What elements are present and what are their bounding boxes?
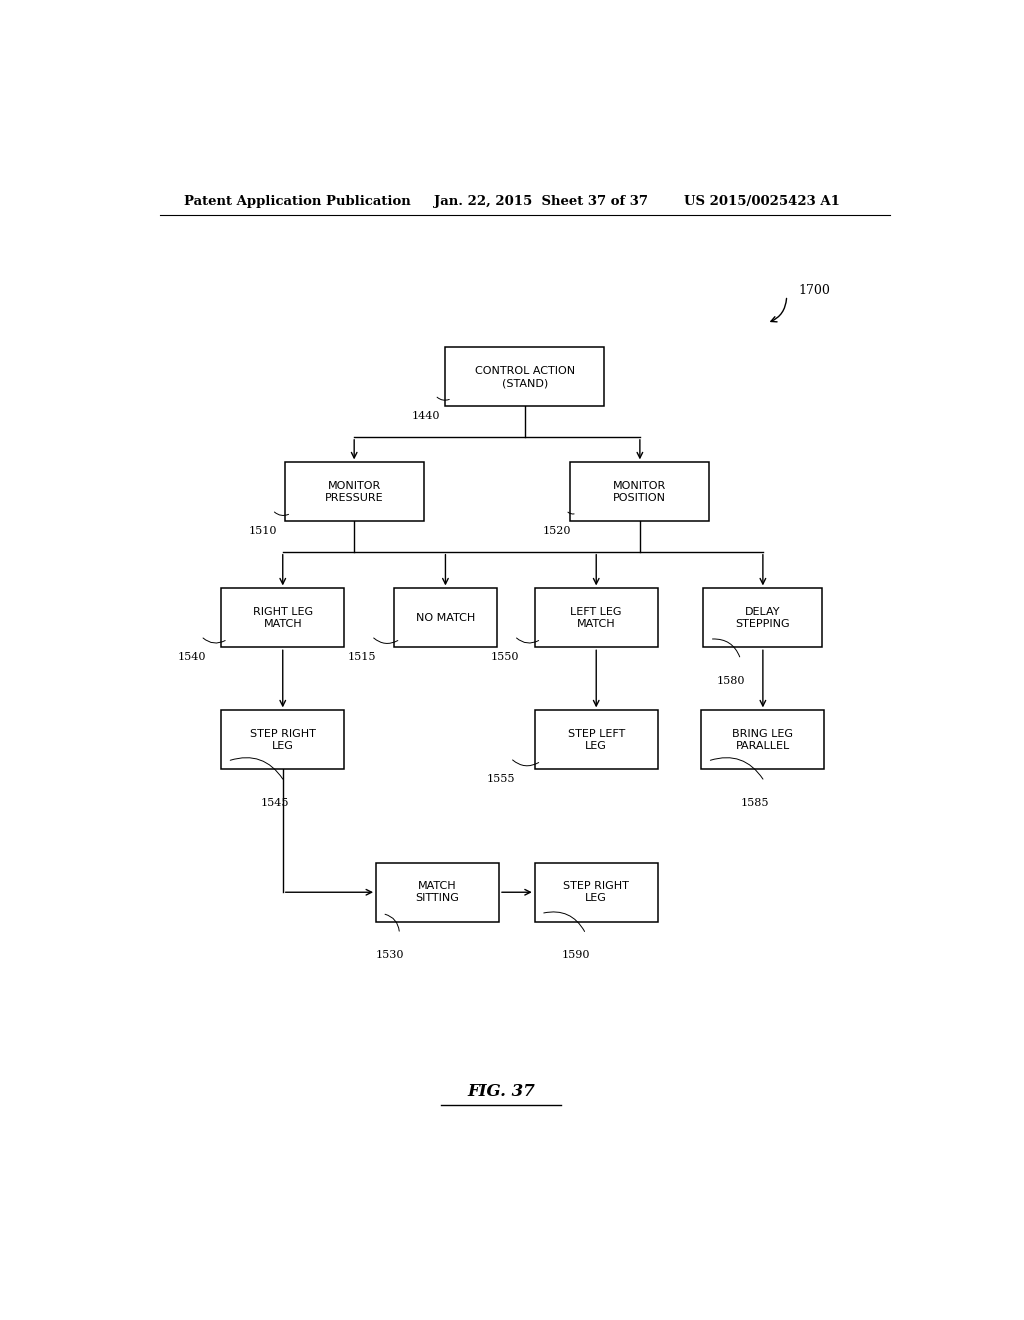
Text: STEP LEFT
LEG: STEP LEFT LEG bbox=[567, 729, 625, 751]
Text: 1585: 1585 bbox=[740, 797, 769, 808]
Text: 1520: 1520 bbox=[543, 527, 570, 536]
Bar bbox=[221, 589, 344, 647]
Text: MONITOR
PRESSURE: MONITOR PRESSURE bbox=[325, 480, 384, 503]
Text: 1545: 1545 bbox=[260, 797, 289, 808]
Bar bbox=[535, 710, 657, 770]
Text: 1590: 1590 bbox=[562, 950, 591, 960]
Text: Patent Application Publication: Patent Application Publication bbox=[183, 194, 411, 207]
Bar bbox=[221, 710, 344, 770]
Text: Jan. 22, 2015  Sheet 37 of 37: Jan. 22, 2015 Sheet 37 of 37 bbox=[433, 194, 647, 207]
Text: STEP RIGHT
LEG: STEP RIGHT LEG bbox=[563, 880, 629, 903]
Text: 1540: 1540 bbox=[177, 652, 206, 663]
Text: STEP RIGHT
LEG: STEP RIGHT LEG bbox=[250, 729, 315, 751]
Text: 1700: 1700 bbox=[799, 284, 830, 297]
Text: RIGHT LEG
MATCH: RIGHT LEG MATCH bbox=[253, 607, 312, 630]
Bar bbox=[376, 863, 499, 921]
Bar bbox=[703, 589, 822, 647]
Text: FIG. 37: FIG. 37 bbox=[467, 1082, 535, 1100]
Text: 1550: 1550 bbox=[490, 652, 519, 663]
Text: LEFT LEG
MATCH: LEFT LEG MATCH bbox=[570, 607, 622, 630]
Text: 1555: 1555 bbox=[486, 775, 515, 784]
Bar bbox=[445, 347, 604, 407]
Text: MONITOR
POSITION: MONITOR POSITION bbox=[613, 480, 667, 503]
Text: 1510: 1510 bbox=[249, 527, 278, 536]
Text: 1530: 1530 bbox=[376, 950, 404, 960]
Bar bbox=[394, 589, 497, 647]
Text: 1440: 1440 bbox=[412, 412, 440, 421]
Bar bbox=[535, 589, 657, 647]
Text: CONTROL ACTION
(STAND): CONTROL ACTION (STAND) bbox=[475, 366, 574, 388]
Text: US 2015/0025423 A1: US 2015/0025423 A1 bbox=[684, 194, 840, 207]
Text: BRING LEG
PARALLEL: BRING LEG PARALLEL bbox=[732, 729, 794, 751]
Bar bbox=[570, 462, 710, 521]
Text: NO MATCH: NO MATCH bbox=[416, 612, 475, 623]
Bar bbox=[701, 710, 824, 770]
Text: 1515: 1515 bbox=[348, 652, 377, 663]
Bar bbox=[285, 462, 424, 521]
Bar bbox=[535, 863, 657, 921]
Text: 1580: 1580 bbox=[717, 676, 745, 686]
Text: DELAY
STEPPING: DELAY STEPPING bbox=[735, 607, 791, 630]
Text: MATCH
SITTING: MATCH SITTING bbox=[416, 880, 460, 903]
